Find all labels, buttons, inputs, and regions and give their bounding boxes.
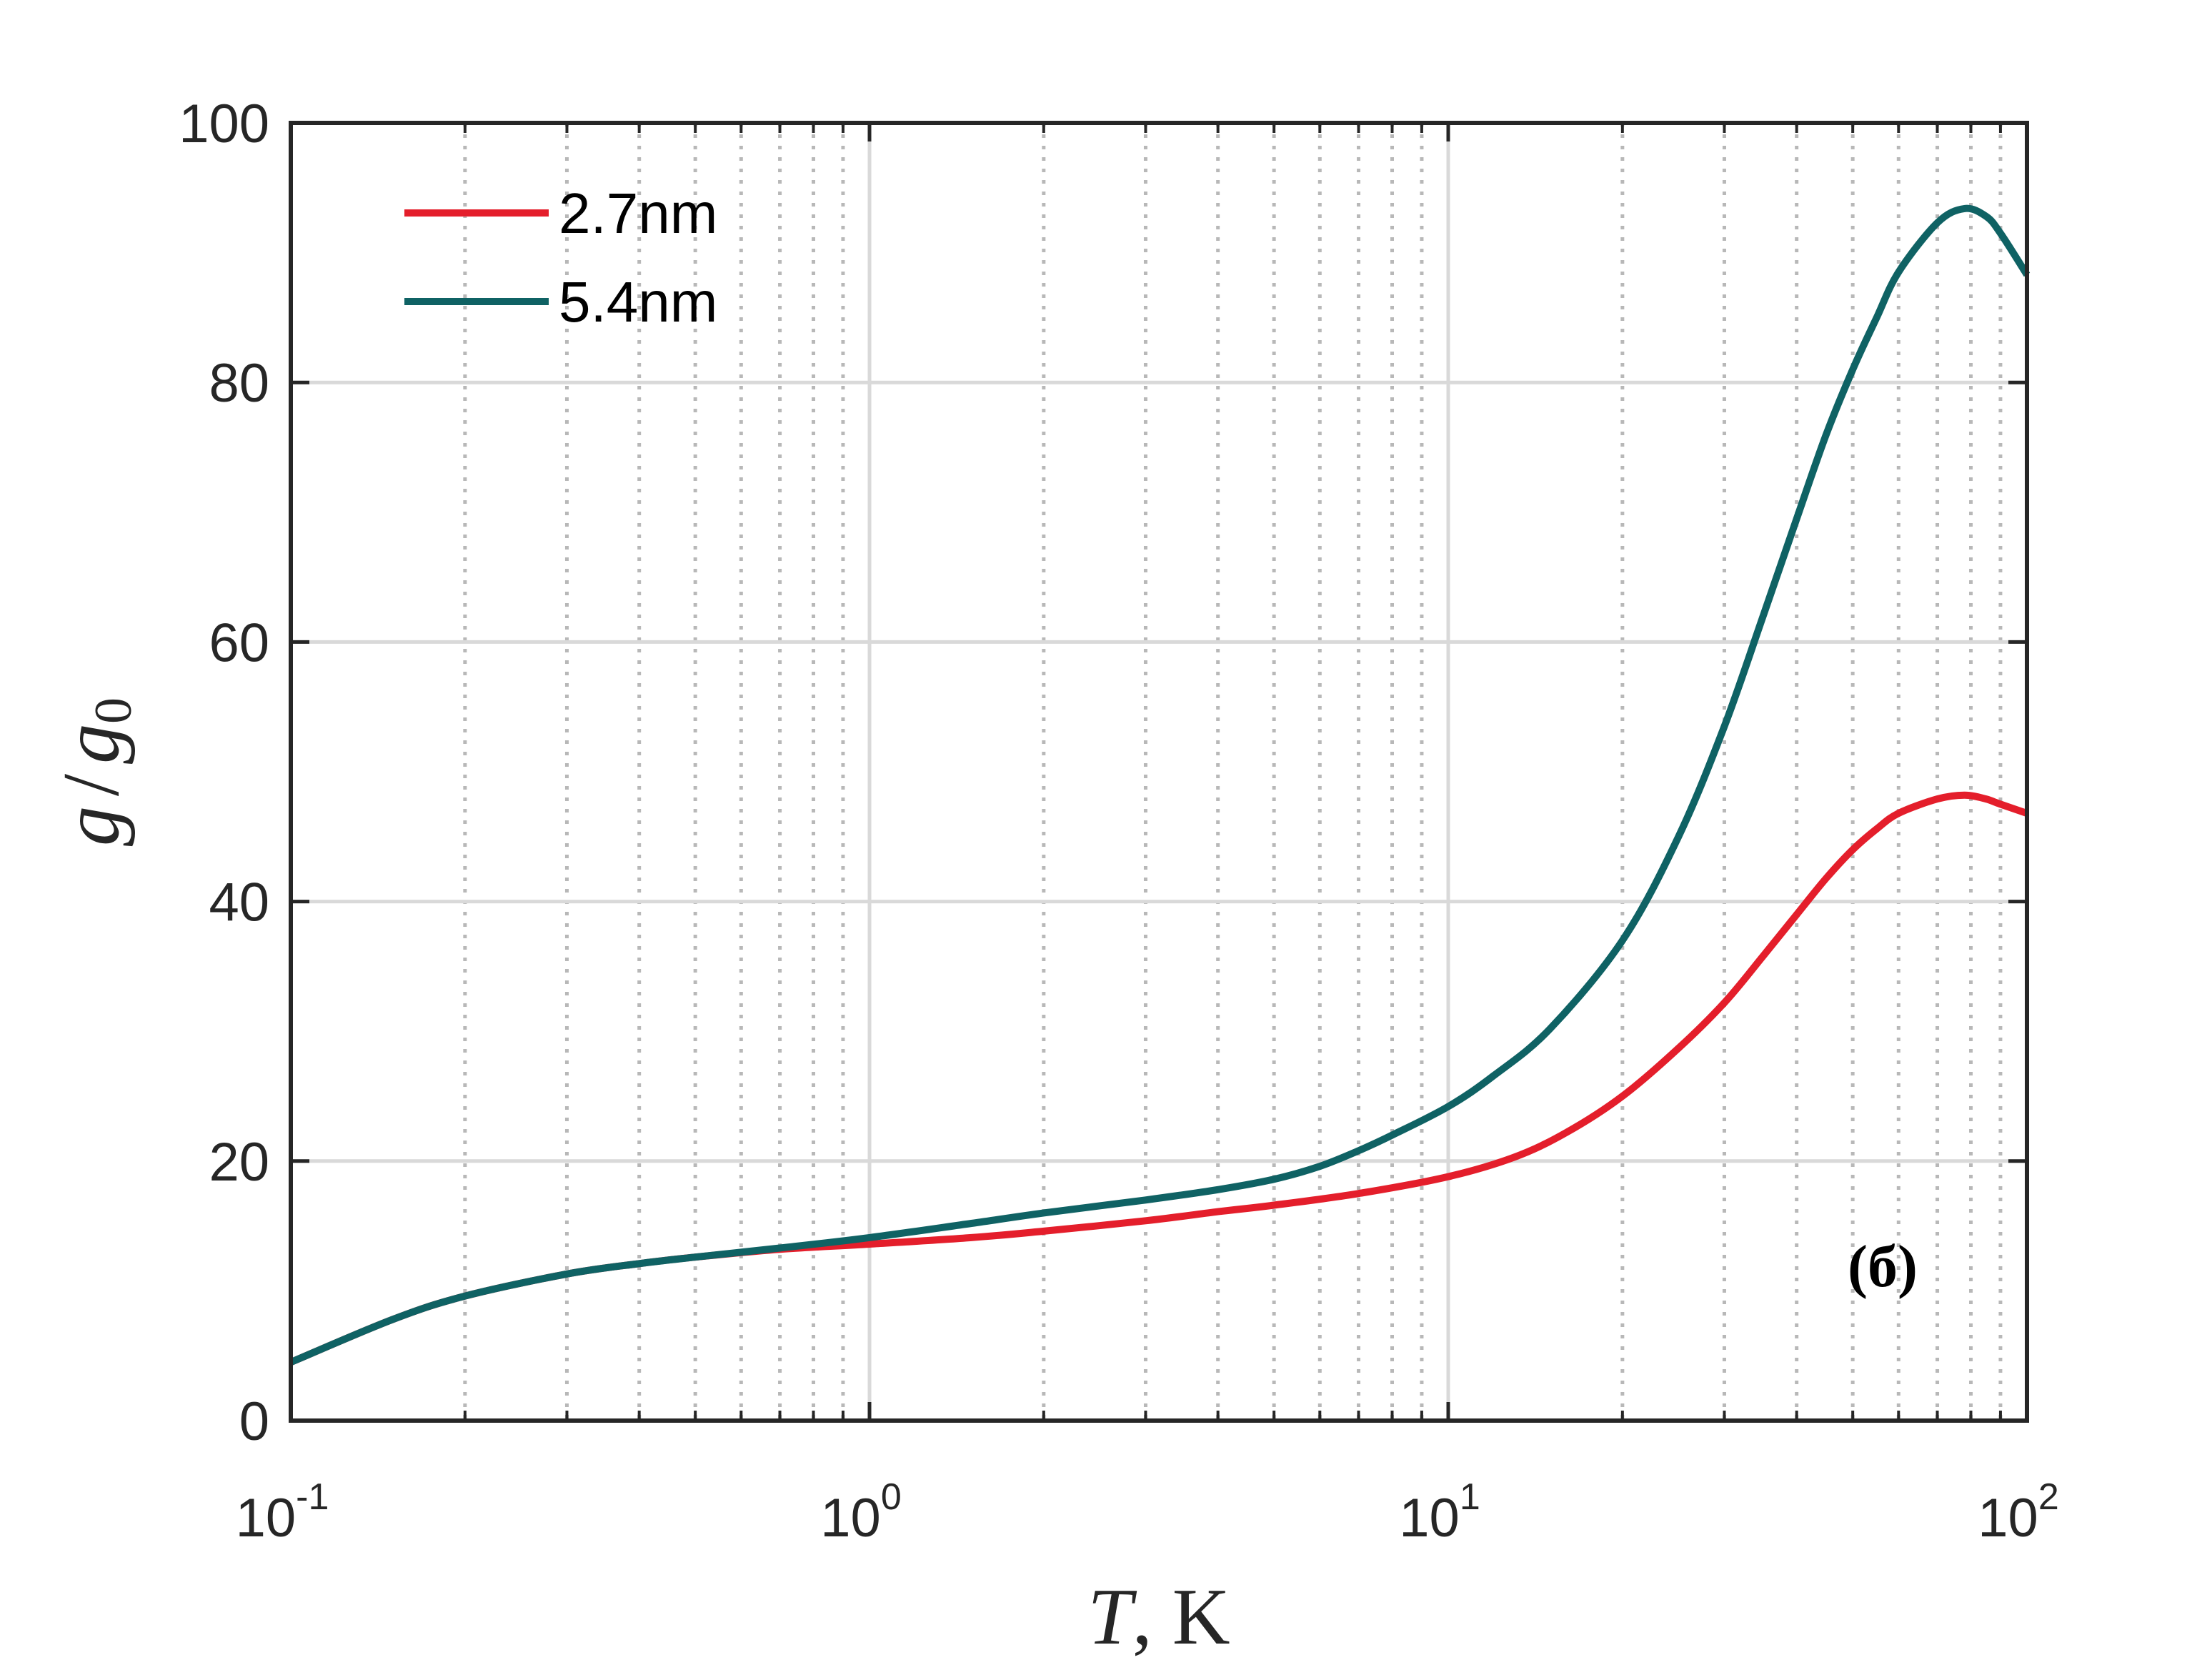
axis-ticks bbox=[289, 121, 2029, 1423]
series-lines bbox=[289, 204, 2031, 1366]
y-tick-label: 60 bbox=[209, 612, 269, 673]
x-tick-label: 10-1 bbox=[236, 1476, 329, 1549]
y-tick-label: 20 bbox=[209, 1132, 269, 1193]
plot-frame bbox=[289, 121, 2029, 1423]
series-line-2 bbox=[289, 204, 2031, 1366]
x-tick-label: 101 bbox=[1399, 1476, 1480, 1549]
y-tick-label: 100 bbox=[179, 94, 269, 154]
y-tick-label: 40 bbox=[209, 873, 269, 933]
legend-label-1: 2.7nm bbox=[559, 182, 717, 245]
legend: 2.7nm 5.4nm bbox=[404, 182, 717, 334]
legend-label-2: 5.4nm bbox=[559, 270, 717, 334]
x-tick-label: 102 bbox=[1978, 1476, 2058, 1549]
y-tick-label: 80 bbox=[209, 353, 269, 414]
tick-labels: 10-1 100 101 102 0 20 40 60 80 100 bbox=[179, 94, 2059, 1549]
x-axis-label: T, K bbox=[1087, 1573, 1230, 1660]
y-axis-label: g/g0 bbox=[47, 697, 143, 846]
svg-text:g/g0: g/g0 bbox=[47, 697, 143, 846]
panel-label: (б) bbox=[1848, 1233, 1918, 1300]
y-tick-label: 0 bbox=[239, 1391, 269, 1452]
x-tick-label: 100 bbox=[820, 1476, 901, 1549]
